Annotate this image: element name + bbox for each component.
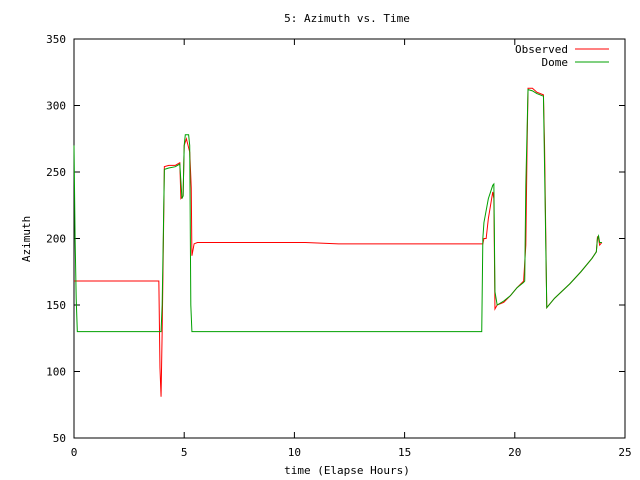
series-lines	[73, 87, 603, 397]
legend-label-dome: Dome	[542, 56, 569, 69]
x-tick-label: 20	[508, 446, 521, 459]
y-tick-label: 300	[46, 100, 66, 113]
chart-title: 5: Azimuth vs. Time	[284, 12, 410, 25]
x-tick-label: 0	[71, 446, 78, 459]
y-tick-label: 150	[46, 299, 66, 312]
y-tick-label: 250	[46, 166, 66, 179]
x-tick-label: 15	[398, 446, 411, 459]
y-tick-label: 350	[46, 33, 66, 46]
y-tick-label: 50	[53, 432, 66, 445]
y-tick-label: 200	[46, 233, 66, 246]
x-tick-label: 25	[618, 446, 631, 459]
x-axis-ticks: 0 5 10 15 20 25	[71, 39, 632, 459]
x-tick-label: 10	[288, 446, 301, 459]
legend-label-observed: Observed	[515, 43, 568, 56]
y-tick-label: 100	[46, 366, 66, 379]
x-axis-label: time (Elapse Hours)	[284, 464, 410, 477]
y-axis-label: Azimuth	[20, 216, 33, 262]
x-tick-label: 5	[181, 446, 188, 459]
series-line-dome	[73, 88, 602, 333]
